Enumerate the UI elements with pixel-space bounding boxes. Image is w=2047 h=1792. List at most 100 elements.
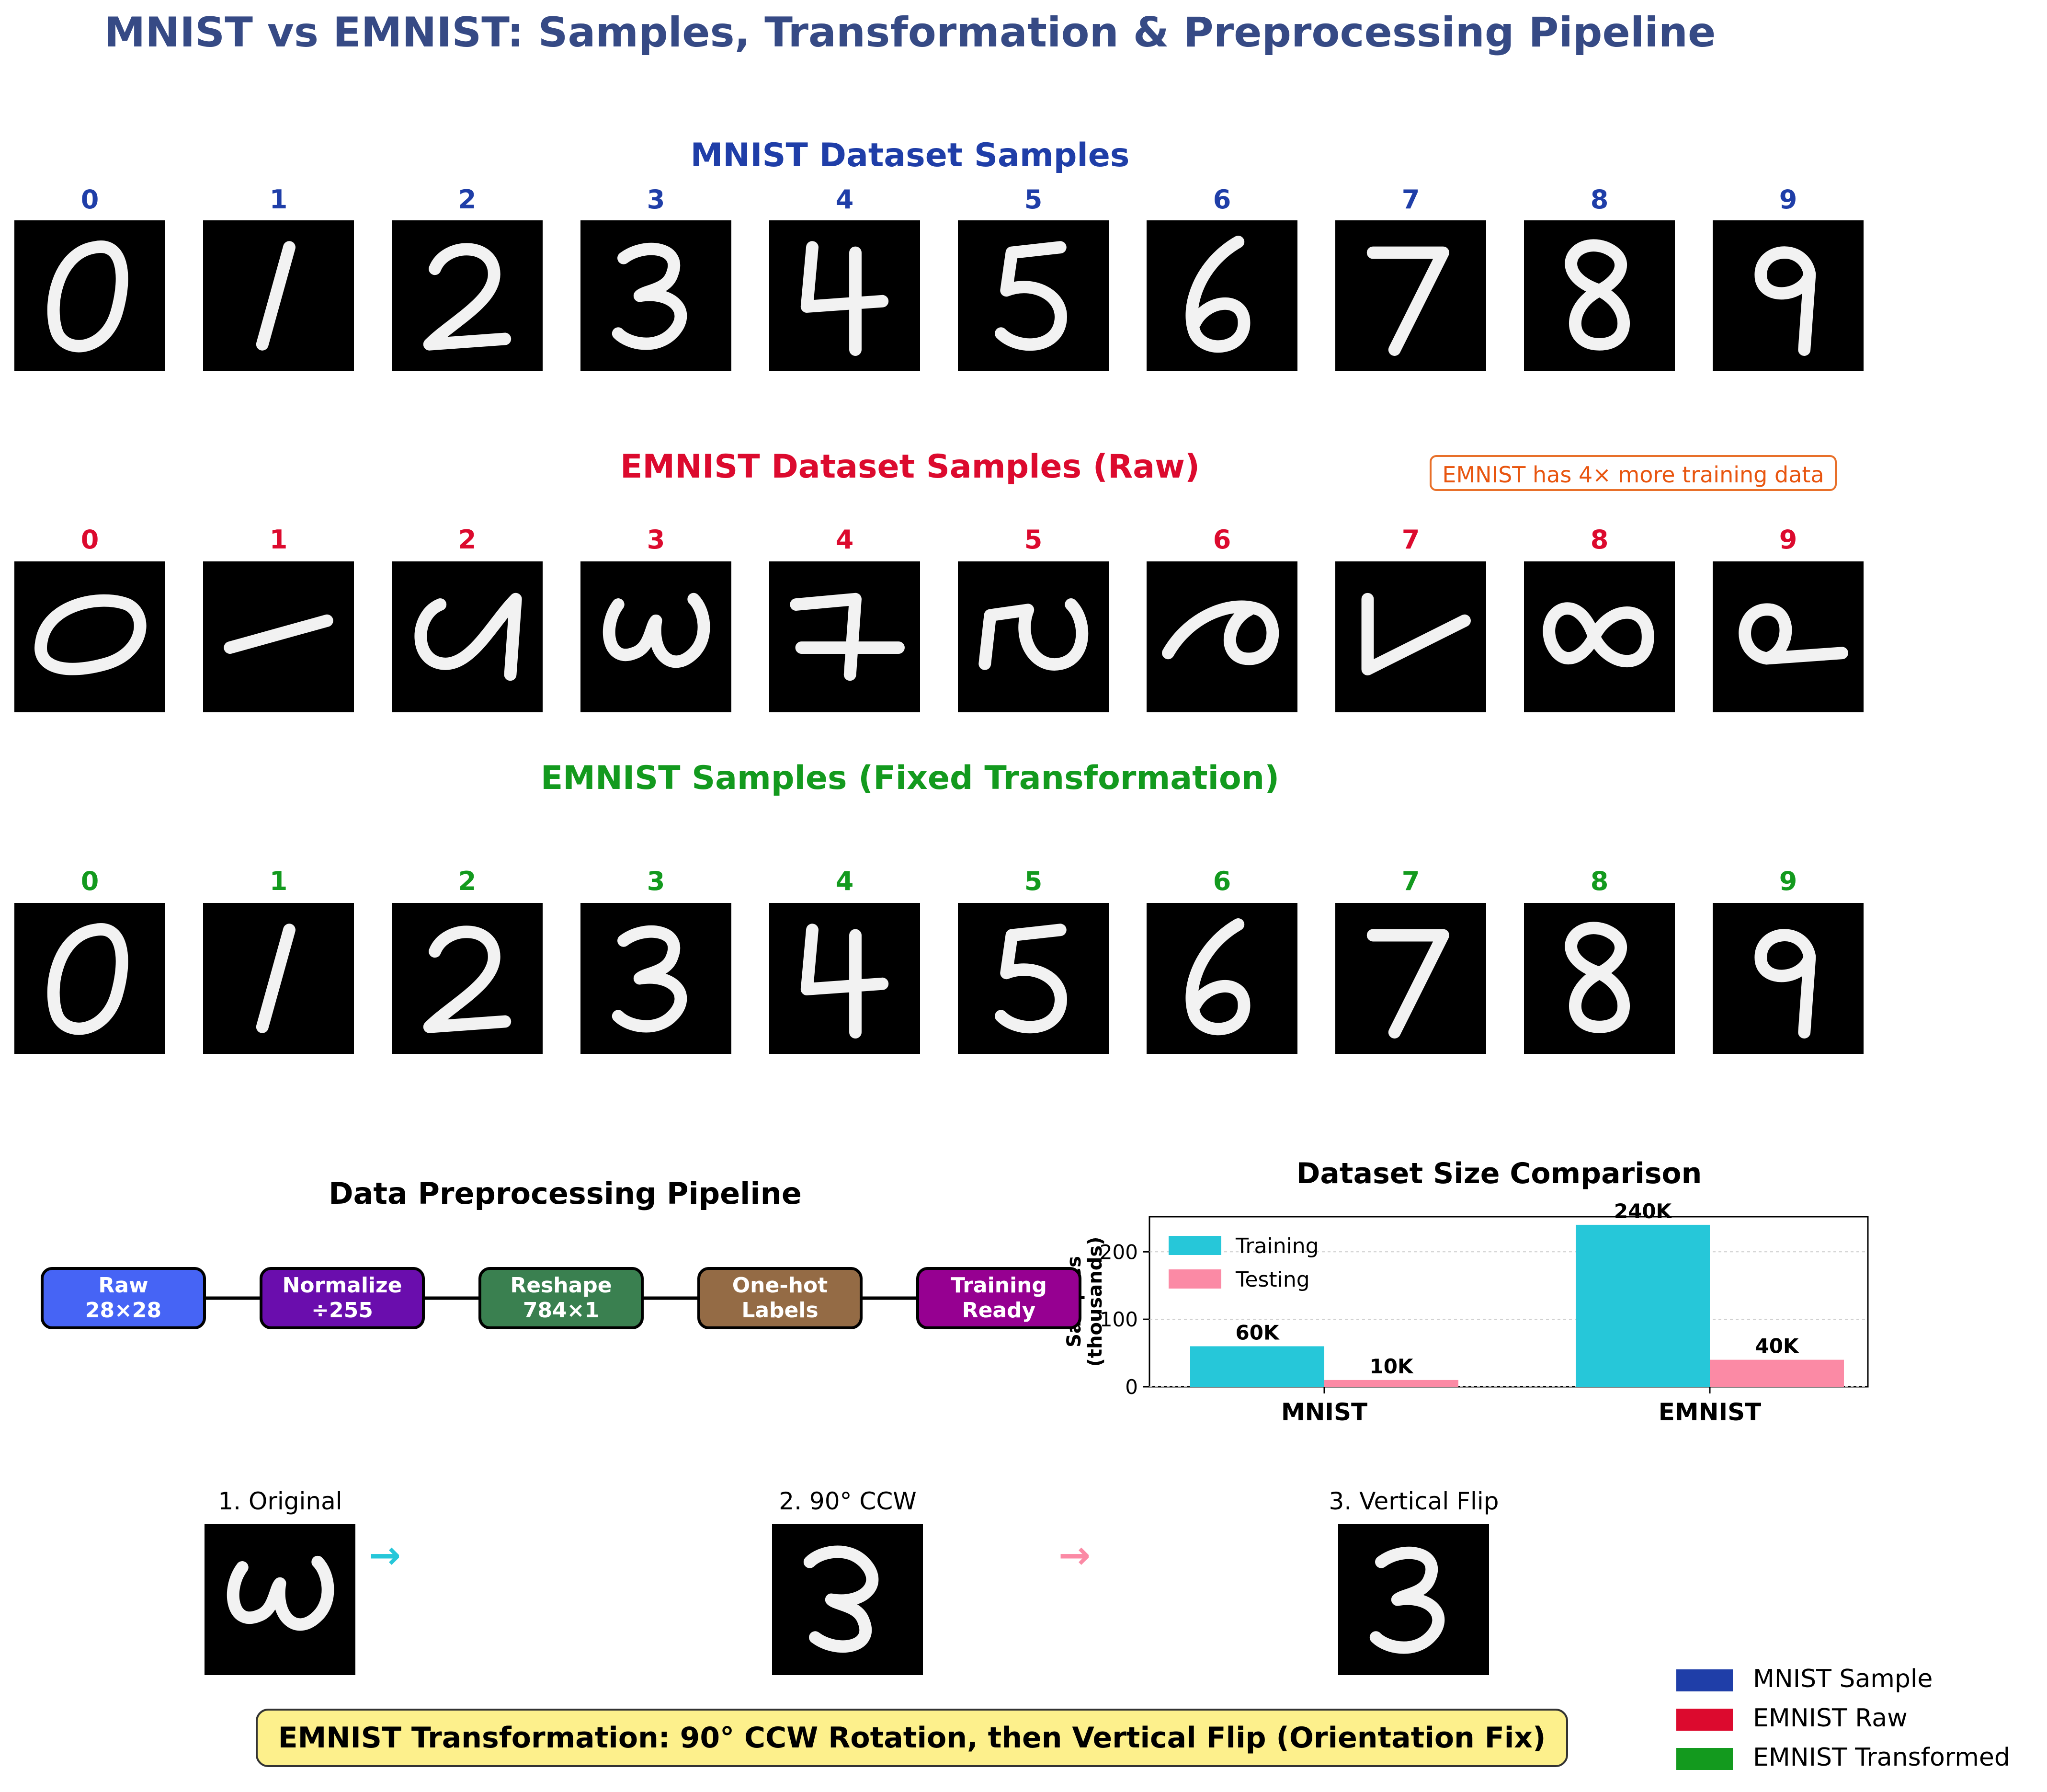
legend-swatch [1676, 1669, 1733, 1691]
transform-step-label-3: 3. Vertical Flip [1329, 1487, 1499, 1515]
emnist-fixed-sample-label-8: 8 [1590, 866, 1609, 896]
mnist-sample-label-8: 8 [1590, 184, 1609, 215]
bar-emnist-training [1576, 1224, 1710, 1387]
emnist-fixed-sample-label-2: 2 [458, 866, 477, 896]
bar-emnist-testing [1710, 1359, 1844, 1387]
x-tick-label: MNIST [1281, 1398, 1367, 1426]
emnist-raw-sample-image-6 [1147, 561, 1297, 712]
emnist-fixed-sample-image-8 [1524, 903, 1675, 1054]
pipeline-step-name: Reshape [510, 1273, 612, 1298]
pipeline-title: Data Preprocessing Pipeline [329, 1176, 802, 1211]
emnist-fixed-sample-label-5: 5 [1024, 866, 1043, 896]
chart-legend-swatch [1169, 1236, 1221, 1255]
transform-step-label-1: 1. Original [218, 1487, 342, 1515]
mnist-sample-image-9 [1713, 220, 1864, 371]
mnist-sample-image-1 [203, 220, 354, 371]
emnist-raw-sample-image-0 [14, 561, 165, 712]
pipeline-step-name: Normalize [282, 1273, 402, 1298]
emnist-raw-sample-image-7 [1335, 561, 1486, 712]
emnist-fixed-sample-label-6: 6 [1213, 866, 1231, 896]
y-tick-label: 0 [1125, 1375, 1138, 1399]
emnist-raw-sample-label-9: 9 [1779, 525, 1797, 555]
chart-legend-label: Testing [1235, 1267, 1310, 1292]
emnist-fixed-sample-label-3: 3 [647, 866, 665, 896]
mnist-sample-image-6 [1147, 220, 1297, 371]
pipeline-step-detail: ÷255 [311, 1298, 373, 1323]
transform-step-image-3 [1338, 1524, 1489, 1675]
mnist-sample-label-1: 1 [269, 184, 288, 215]
emnist-fixed-section-title: EMNIST Samples (Fixed Transformation) [540, 759, 1280, 797]
emnist-fixed-sample-image-3 [580, 903, 731, 1054]
emnist-fixed-sample-label-4: 4 [835, 866, 854, 896]
transformation-caption: EMNIST Transformation: 90° CCW Rotation,… [256, 1709, 1568, 1767]
pipeline-step-name: One-hot [732, 1273, 828, 1298]
pipeline-step-detail: Ready [962, 1298, 1036, 1323]
pipeline-step-name: Raw [98, 1273, 148, 1298]
mnist-sample-image-4 [769, 220, 920, 371]
chart-title: Dataset Size Comparison [1296, 1157, 1702, 1190]
transform-step-image-2 [772, 1524, 923, 1675]
legend-label: EMNIST Raw [1753, 1704, 1908, 1733]
figure-title: MNIST vs EMNIST: Samples, Transformation… [104, 9, 1716, 57]
emnist-raw-sample-label-6: 6 [1213, 525, 1231, 555]
emnist-raw-sample-image-3 [580, 561, 731, 712]
transform-arrow-icon: → [369, 1533, 401, 1577]
mnist-section-title: MNIST Dataset Samples [690, 137, 1130, 174]
pipeline-step-4: One-hot Labels [697, 1267, 863, 1329]
emnist-raw-sample-label-4: 4 [835, 525, 854, 555]
bar-mnist-testing [1324, 1380, 1458, 1387]
emnist-fixed-sample-image-1 [203, 903, 354, 1054]
x-tick-label: EMNIST [1659, 1398, 1761, 1426]
emnist-raw-sample-label-3: 3 [647, 525, 665, 555]
emnist-raw-sample-image-9 [1713, 561, 1864, 712]
emnist-fixed-sample-image-6 [1147, 903, 1297, 1054]
emnist-raw-sample-label-1: 1 [269, 525, 288, 555]
dataset-size-chart: 0100200Samples(thousands)60K10KMNIST240K… [1063, 1199, 1869, 1426]
emnist-raw-section-title: EMNIST Dataset Samples (Raw) [620, 448, 1200, 486]
bar-mnist-training [1190, 1346, 1324, 1387]
emnist-fixed-sample-image-9 [1713, 903, 1864, 1054]
emnist-raw-sample-image-4 [769, 561, 920, 712]
mnist-sample-image-3 [580, 220, 731, 371]
legend-label: EMNIST Transformed [1753, 1743, 2010, 1772]
legend-label: MNIST Sample [1753, 1665, 1933, 1693]
bar-data-label: 240K [1614, 1199, 1672, 1223]
mnist-sample-label-9: 9 [1779, 184, 1797, 215]
transform-step-label-2: 2. 90° CCW [779, 1487, 917, 1515]
transform-step-image-1 [205, 1524, 355, 1675]
mnist-sample-image-7 [1335, 220, 1486, 371]
emnist-raw-sample-image-8 [1524, 561, 1675, 712]
emnist-fixed-sample-label-7: 7 [1401, 866, 1420, 896]
pipeline-step-detail: 784×1 [523, 1298, 600, 1323]
mnist-sample-label-3: 3 [647, 184, 665, 215]
emnist-raw-sample-label-7: 7 [1401, 525, 1420, 555]
emnist-raw-sample-image-5 [958, 561, 1109, 712]
pipeline-step-5: Training Ready [916, 1267, 1081, 1329]
emnist-fixed-sample-label-9: 9 [1779, 866, 1797, 896]
emnist-fixed-sample-image-0 [14, 903, 165, 1054]
emnist-fixed-sample-image-5 [958, 903, 1109, 1054]
bar-data-label: 10K [1370, 1355, 1414, 1378]
mnist-sample-image-0 [14, 220, 165, 371]
emnist-data-note: EMNIST has 4× more training data [1430, 455, 1837, 491]
pipeline-step-name: Training [951, 1273, 1047, 1298]
emnist-fixed-sample-image-7 [1335, 903, 1486, 1054]
mnist-sample-label-4: 4 [835, 184, 854, 215]
mnist-sample-label-6: 6 [1213, 184, 1231, 215]
emnist-fixed-sample-label-0: 0 [80, 866, 99, 896]
emnist-raw-sample-label-0: 0 [80, 525, 99, 555]
bar-data-label: 40K [1755, 1335, 1799, 1358]
transform-arrow-icon: → [1058, 1533, 1091, 1577]
pipeline-step-1: Raw 28×28 [41, 1267, 206, 1329]
pipeline-step-detail: 28×28 [85, 1298, 162, 1323]
mnist-sample-image-8 [1524, 220, 1675, 371]
pipeline-step-detail: Labels [741, 1298, 819, 1323]
legend-swatch [1676, 1709, 1733, 1731]
emnist-fixed-sample-image-4 [769, 903, 920, 1054]
legend-swatch [1676, 1748, 1733, 1770]
emnist-raw-sample-label-8: 8 [1590, 525, 1609, 555]
mnist-sample-label-0: 0 [80, 184, 99, 215]
mnist-sample-label-2: 2 [458, 184, 477, 215]
y-tick-label: 200 [1100, 1240, 1138, 1264]
emnist-raw-sample-image-1 [203, 561, 354, 712]
